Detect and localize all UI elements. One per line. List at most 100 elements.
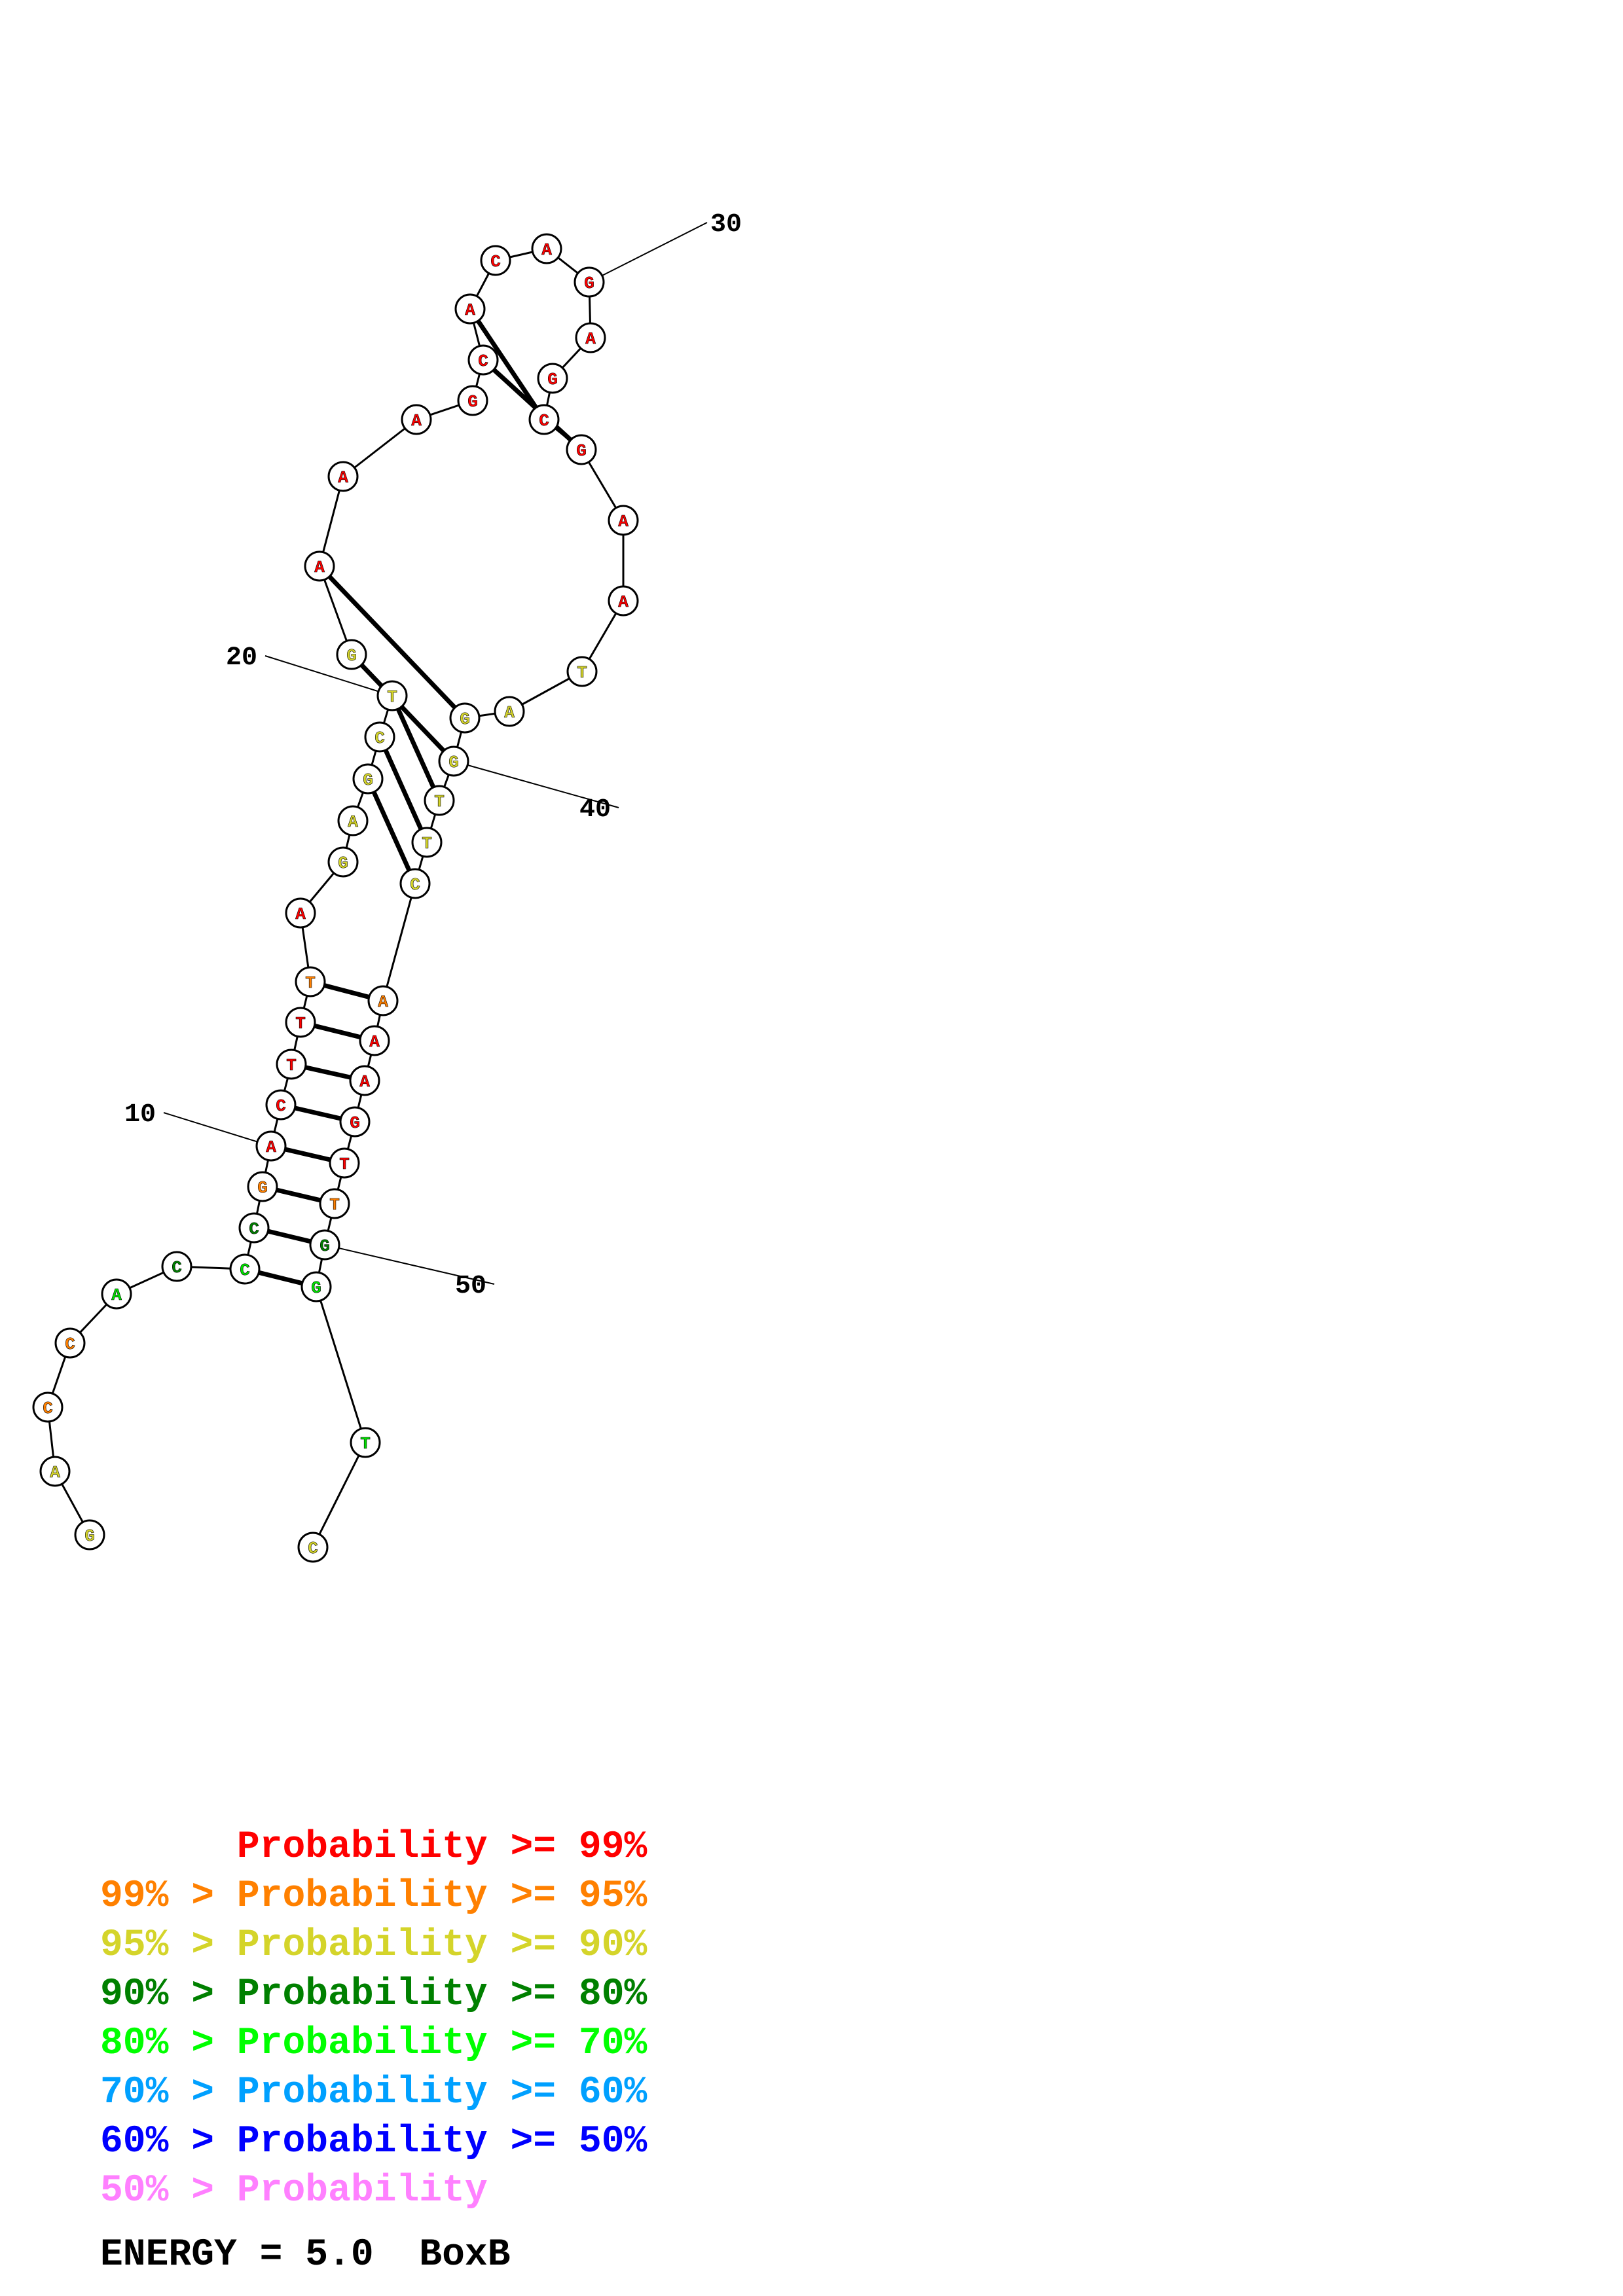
nucleotide-circle: [295, 966, 326, 997]
nucleotide-letter: A: [111, 1285, 122, 1305]
nucleotide-circle: [161, 1251, 192, 1282]
nucleotide: C: [480, 245, 511, 276]
nucleotide-letter: A: [369, 1032, 380, 1052]
nucleotide: T: [329, 1147, 360, 1179]
nucleotide: A: [359, 1025, 390, 1056]
nucleotide: A: [531, 233, 562, 264]
nucleotide-letter: G: [338, 853, 348, 873]
nucleotide-circle: [574, 266, 605, 298]
nucleotide-letter: G: [467, 392, 478, 412]
nucleotide-letter: C: [410, 875, 420, 895]
nucleotide-circle: [304, 550, 335, 582]
nucleotide-letter: C: [65, 1335, 75, 1354]
nucleotide-circle: [350, 1427, 381, 1458]
nucleotide: A: [39, 1456, 71, 1487]
legend-line-6: 70% > Probability >= 60%: [100, 2072, 647, 2114]
nucleotide-circle: [352, 763, 384, 795]
position-label-50: 50: [455, 1272, 486, 1301]
nucleotide: A: [401, 404, 432, 435]
nucleotide-letter: T: [339, 1155, 350, 1174]
nucleotide: A: [575, 322, 606, 353]
nucleotide: A: [327, 461, 359, 492]
nucleotide-circle: [39, 1456, 71, 1487]
tick-line: [589, 222, 708, 283]
legend-line-2: 99% > Probability >= 95%: [100, 1875, 647, 1918]
nucleotide: A: [608, 505, 639, 536]
tick-line: [264, 655, 393, 696]
nucleotide-circle: [336, 639, 367, 670]
nucleotide-letter: G: [346, 646, 357, 666]
nucleotide-circle: [285, 897, 316, 929]
nucleotide: G: [309, 1229, 340, 1261]
nucleotide-circle: [54, 1327, 86, 1359]
nucleotide: T: [424, 785, 455, 816]
nucleotide: G: [247, 1171, 278, 1202]
nucleotide-letter: T: [422, 834, 432, 853]
nucleotide-circle: [566, 656, 598, 687]
nucleotide-circle: [449, 702, 481, 734]
nucleotide-circle: [528, 404, 560, 435]
legend-line-7: 60% > Probability >= 50%: [100, 2121, 647, 2163]
nucleotide-circle: [247, 1171, 278, 1202]
nucleotide-circle: [32, 1391, 64, 1423]
nucleotide-letter: C: [308, 1539, 318, 1558]
nucleotide-circle: [255, 1130, 287, 1162]
nucleotide-letter: C: [43, 1399, 53, 1418]
nucleotide-letter: A: [266, 1138, 276, 1157]
nucleotide-circle: [285, 1007, 316, 1038]
nucleotide-letter: A: [314, 558, 325, 577]
nucleotide-letter: A: [295, 905, 306, 924]
nucleotide: G: [336, 639, 367, 670]
base-pairs: [244, 308, 583, 1289]
nucleotide: G: [457, 385, 488, 416]
nucleotide: G: [566, 434, 597, 465]
nucleotide: G: [339, 1106, 371, 1138]
nucleotide-circle: [457, 385, 488, 416]
nucleotide-circle: [480, 245, 511, 276]
nucleotide-circle: [276, 1049, 307, 1080]
nucleotide-circle: [349, 1065, 380, 1096]
nucleotide-circle: [359, 1025, 390, 1056]
nucleotide-letter: A: [411, 411, 422, 431]
nucleotide-circle: [401, 404, 432, 435]
nucleotide: C: [238, 1212, 270, 1244]
tick-line: [324, 1244, 495, 1285]
nucleotide-letter: C: [478, 351, 488, 371]
nucleotide-circle: [608, 585, 639, 617]
nucleotide-circle: [327, 846, 359, 878]
nucleotide-letter: G: [363, 770, 373, 790]
nucleotide-letter: G: [448, 753, 459, 772]
nucleotide: A: [101, 1278, 132, 1310]
legend-line-3: 95% > Probability >= 90%: [100, 1924, 647, 1967]
nucleotide-letter: T: [434, 792, 445, 812]
nucleotide-circle: [566, 434, 597, 465]
position-label-40: 40: [579, 795, 611, 825]
nucleotide-circle: [411, 827, 443, 858]
nucleotide-circle: [608, 505, 639, 536]
base-pair-line: [468, 308, 546, 421]
nucleotide-letter: C: [276, 1096, 286, 1116]
nucleotide: C: [54, 1327, 86, 1359]
nucleotide-letter: A: [338, 468, 348, 488]
nucleotide: G: [438, 745, 469, 777]
nucleotide-circle: [376, 680, 408, 711]
nucleotide-circle: [467, 344, 499, 376]
nucleotide-circle: [399, 868, 431, 899]
nucleotide-circle: [265, 1089, 297, 1121]
nucleotide-circle: [575, 322, 606, 353]
nucleotide-circle: [438, 745, 469, 777]
nucleotide-letter: A: [618, 592, 629, 612]
nucleotide-letter: G: [576, 441, 587, 461]
nucleotide: T: [566, 656, 598, 687]
nucleotide: G: [574, 266, 605, 298]
nucleotide: A: [304, 550, 335, 582]
energy-label: ENERGY = 5.0 BoxB: [100, 2234, 511, 2276]
base-pair-line: [377, 736, 429, 844]
nucleotide: G: [352, 763, 384, 795]
nucleotide-letter: T: [577, 663, 587, 683]
nucleotide-circle: [537, 363, 568, 394]
nucleotide-letter: A: [348, 812, 358, 832]
nucleotide-circle: [327, 461, 359, 492]
